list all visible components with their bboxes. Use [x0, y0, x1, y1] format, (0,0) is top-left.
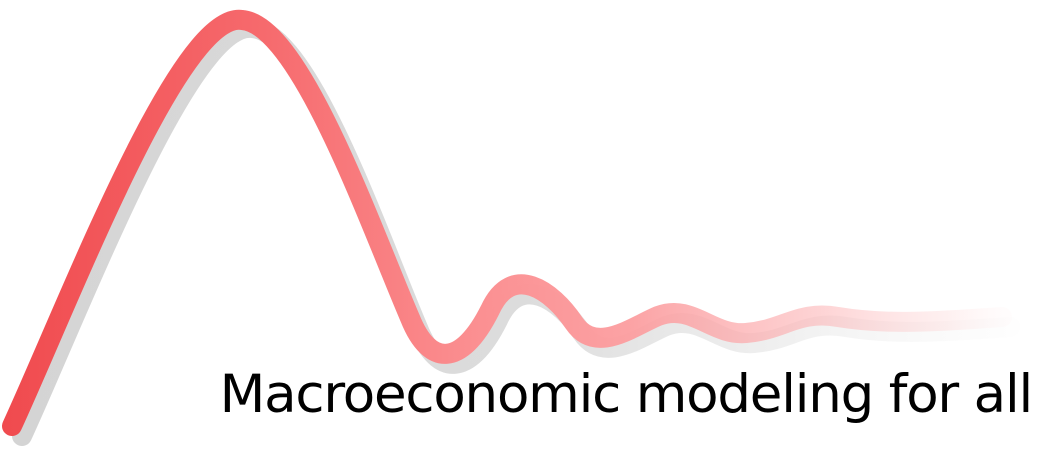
wave-line — [2, 9, 1012, 436]
wave-shadow — [12, 18, 1020, 446]
tagline: Macroeconomic modeling for all — [219, 364, 1034, 425]
